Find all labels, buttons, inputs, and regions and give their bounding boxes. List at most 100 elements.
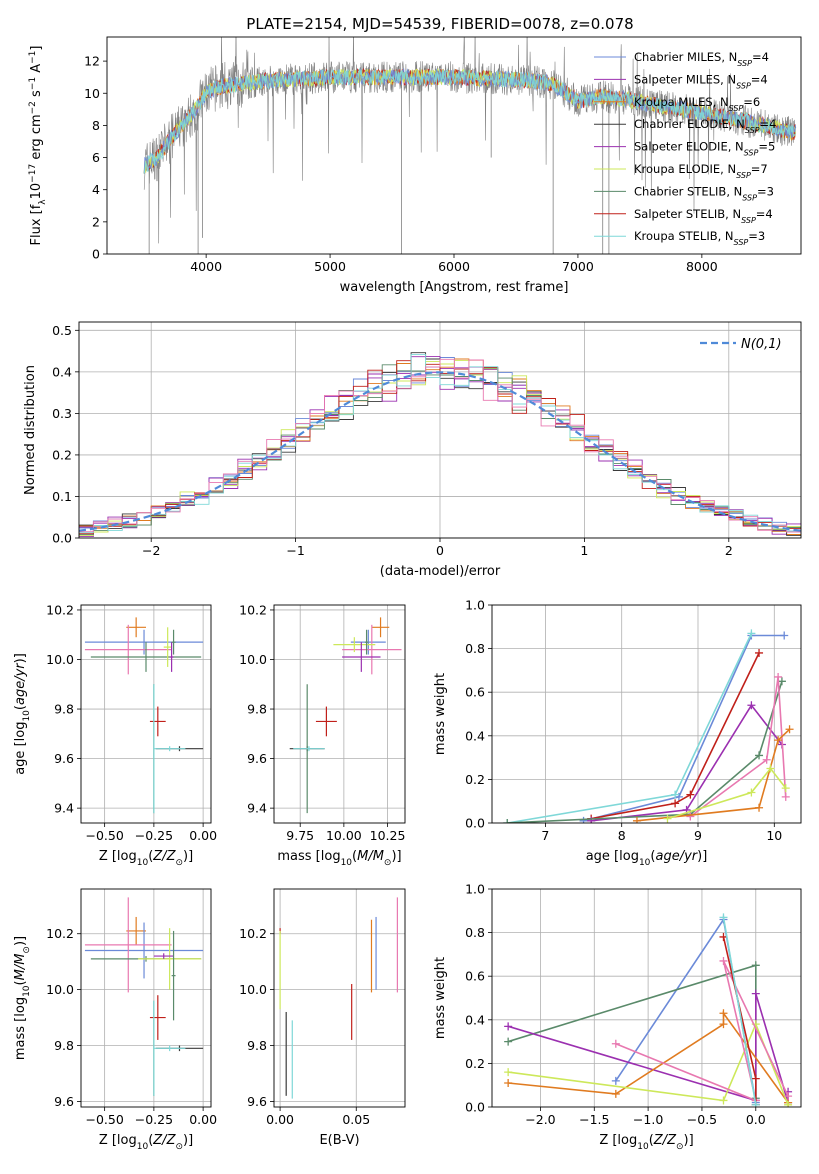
y-tick-label: 10.0 bbox=[239, 652, 267, 667]
y-axis-label: mass weight bbox=[433, 957, 448, 1039]
y-tick-label: 8 bbox=[92, 118, 100, 133]
legend-label: Kroupa ELODIE, NSSP=7 bbox=[634, 162, 768, 180]
weight-marker bbox=[579, 816, 588, 823]
x-tick-label: 10 bbox=[766, 828, 782, 843]
x-tick-label: −0.25 bbox=[135, 828, 173, 843]
legend-label: Salpeter MILES, NSSP=4 bbox=[634, 72, 768, 90]
data-point bbox=[149, 995, 166, 1040]
axes-frame bbox=[273, 888, 406, 1108]
y-tick-label: 0 bbox=[92, 247, 100, 262]
data-point bbox=[333, 637, 376, 653]
x-tick-label: 7000 bbox=[562, 259, 594, 274]
x-tick-label: −1.0 bbox=[633, 1112, 663, 1127]
weight-marker bbox=[671, 790, 680, 799]
axes-frame bbox=[273, 604, 406, 824]
plot-area bbox=[492, 889, 801, 1107]
weight-marker bbox=[503, 819, 512, 823]
weight-line-chabrier_miles bbox=[583, 634, 785, 822]
x-tick-label: 10.00 bbox=[326, 828, 362, 843]
weight-line-kroupa_miles bbox=[636, 728, 791, 822]
data-point bbox=[171, 629, 176, 655]
weight-marker bbox=[587, 816, 596, 823]
y-tick-label: 9.8 bbox=[247, 1038, 267, 1053]
y-tick-label: 9.6 bbox=[247, 751, 267, 766]
y-tick-label: 0.4 bbox=[465, 728, 485, 743]
data-point bbox=[126, 916, 146, 945]
chart-age_vs_Z: −0.50 −0.25 0.00 9.4 9.6 9.8 10.0 10.2 Z [log10(… bbox=[13, 602, 217, 868]
weight-marker bbox=[504, 1079, 513, 1088]
data-point bbox=[315, 706, 337, 737]
x-tick-label: 10.25 bbox=[370, 828, 406, 843]
y-tick-label: 0.8 bbox=[465, 925, 485, 940]
weight-marker bbox=[686, 790, 695, 799]
legend-label: Salpeter STELIB, NSSP=4 bbox=[634, 207, 773, 225]
x-tick-label: 0.0 bbox=[746, 1112, 766, 1127]
plot-area bbox=[143, 37, 797, 254]
y-tick-label: 9.6 bbox=[54, 1094, 74, 1109]
weight-line-chabrier_stelib bbox=[507, 964, 757, 1099]
x-tick-label: 8 bbox=[618, 828, 626, 843]
weight-marker bbox=[785, 725, 794, 734]
x-axis-label: Z [log10(Z/Z⊙)] bbox=[99, 849, 193, 868]
y-axis-label: mass weight bbox=[433, 673, 448, 755]
x-tick-label: 0.00 bbox=[266, 1112, 294, 1127]
legend-label: Kroupa STELIB, NSSP=3 bbox=[634, 229, 765, 247]
axes-frame bbox=[106, 36, 802, 255]
data-point bbox=[84, 629, 204, 655]
data-point bbox=[84, 897, 172, 993]
y-tick-label: 4 bbox=[92, 182, 100, 197]
y-tick-label: 0.4 bbox=[465, 1012, 485, 1027]
weight-marker bbox=[784, 1092, 793, 1101]
x-tick-label: 0.05 bbox=[342, 1112, 370, 1127]
weight-marker bbox=[747, 701, 756, 710]
chart-age_vs_mass: 9.75 10.00 10.25 9.4 9.6 9.8 10.0 10.2 mass [log… bbox=[239, 602, 406, 868]
y-tick-label: 10.0 bbox=[46, 982, 74, 997]
y-tick-label: 9.6 bbox=[54, 751, 74, 766]
data-point bbox=[90, 642, 202, 672]
y-tick-label: 2 bbox=[92, 214, 100, 229]
legend-label: Kroupa MILES, NSSP=6 bbox=[634, 95, 760, 113]
data-point bbox=[342, 642, 381, 672]
weight-marker bbox=[719, 956, 728, 965]
y-tick-label: 0.0 bbox=[465, 816, 485, 831]
y-tick-label: 0.6 bbox=[465, 969, 485, 984]
y-tick-label: 6 bbox=[92, 150, 100, 165]
weight-marker bbox=[719, 1096, 728, 1105]
y-tick-label: 10 bbox=[84, 86, 100, 101]
y-tick-label: 0.6 bbox=[465, 685, 485, 700]
y-tick-label: 0.1 bbox=[52, 489, 72, 504]
gaussian-curve bbox=[79, 371, 801, 532]
data-point bbox=[364, 629, 369, 655]
weight-marker bbox=[781, 792, 790, 801]
y-tick-label: 9.8 bbox=[54, 702, 74, 717]
y-tick-label: 0.2 bbox=[465, 1056, 485, 1071]
y-tick-label: 10.2 bbox=[46, 926, 74, 941]
x-axis-label: (data-model)/error bbox=[380, 564, 501, 579]
y-tick-label: 0.8 bbox=[465, 641, 485, 656]
weight-marker bbox=[686, 812, 695, 821]
weight-marker bbox=[774, 672, 783, 681]
data-point bbox=[84, 922, 204, 979]
weight-marker bbox=[747, 788, 756, 797]
x-tick-label: 0.00 bbox=[189, 828, 217, 843]
x-tick-label: −1 bbox=[286, 543, 304, 558]
figure-title: PLATE=2154, MJD=54539, FIBERID=0078, z=0… bbox=[246, 15, 633, 33]
weight-marker bbox=[719, 913, 728, 922]
y-tick-label: 1.0 bbox=[465, 598, 485, 613]
legend-label: Chabrier ELODIE, NSSP=4 bbox=[634, 117, 776, 135]
x-axis-label: mass [log10(M/M⊙)] bbox=[277, 849, 401, 868]
x-axis-label: age [log10(age/yr)] bbox=[586, 849, 708, 868]
weight-marker bbox=[611, 1039, 620, 1048]
y-tick-label: 10.2 bbox=[239, 926, 267, 941]
axes-frame bbox=[78, 321, 802, 539]
chart-weight_vs_age: 7 8 9 10 0.0 0.2 0.4 0.6 0.8 1.0 age [log10(age/yr… bbox=[433, 598, 802, 868]
y-tick-label: 9.6 bbox=[247, 1094, 267, 1109]
x-tick-label: 0.00 bbox=[189, 1112, 217, 1127]
data-point bbox=[153, 746, 186, 752]
plot-area bbox=[79, 322, 801, 538]
data-point bbox=[342, 624, 402, 675]
x-tick-label: −2 bbox=[142, 543, 160, 558]
chart-weight_vs_Z: −2.0 −1.5 −1.0 −0.5 0.0 0.0 0.2 0.4 0.6 0.8 1.0 Z [… bbox=[433, 882, 802, 1152]
weight-marker bbox=[755, 751, 764, 760]
weight-marker bbox=[751, 989, 760, 998]
